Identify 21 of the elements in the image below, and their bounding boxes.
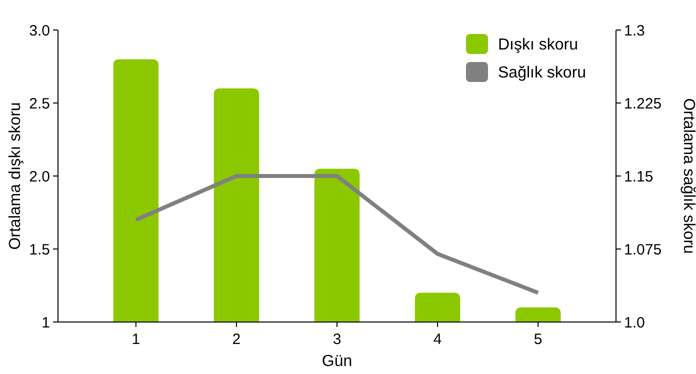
y2-tick-label: 1.075 (624, 241, 662, 258)
x-tick-label: 5 (534, 331, 542, 348)
line-series (134, 174, 540, 295)
x-tick-label: 4 (433, 331, 442, 348)
y2-axis-title: Ortalama sağlık skoru (680, 98, 696, 254)
y2-tick-label: 1.0 (624, 314, 645, 332)
x-tick-label: 2 (232, 331, 241, 348)
y-axis-title: Ortalama dışkı skoru (7, 102, 24, 250)
y2-tick-label: 1.3 (624, 22, 645, 40)
y-tick-label: 2.0 (29, 168, 50, 186)
x-tick-label: 3 (332, 331, 342, 348)
legend-label: Sağlık skoru (498, 64, 586, 82)
legend-label: Dışkı skoru (498, 36, 578, 54)
y-tick-label: 3.0 (29, 22, 50, 40)
x-axis-title: Gün (322, 353, 352, 370)
y-tick-label: 1.5 (29, 241, 50, 258)
x-tick-label: 1 (132, 331, 140, 348)
y-tick-label: 2.5 (29, 95, 50, 112)
y2-tick-label: 1.15 (624, 168, 654, 186)
y-tick-label: 1 (42, 314, 50, 332)
y2-tick-label: 1.225 (624, 95, 662, 112)
